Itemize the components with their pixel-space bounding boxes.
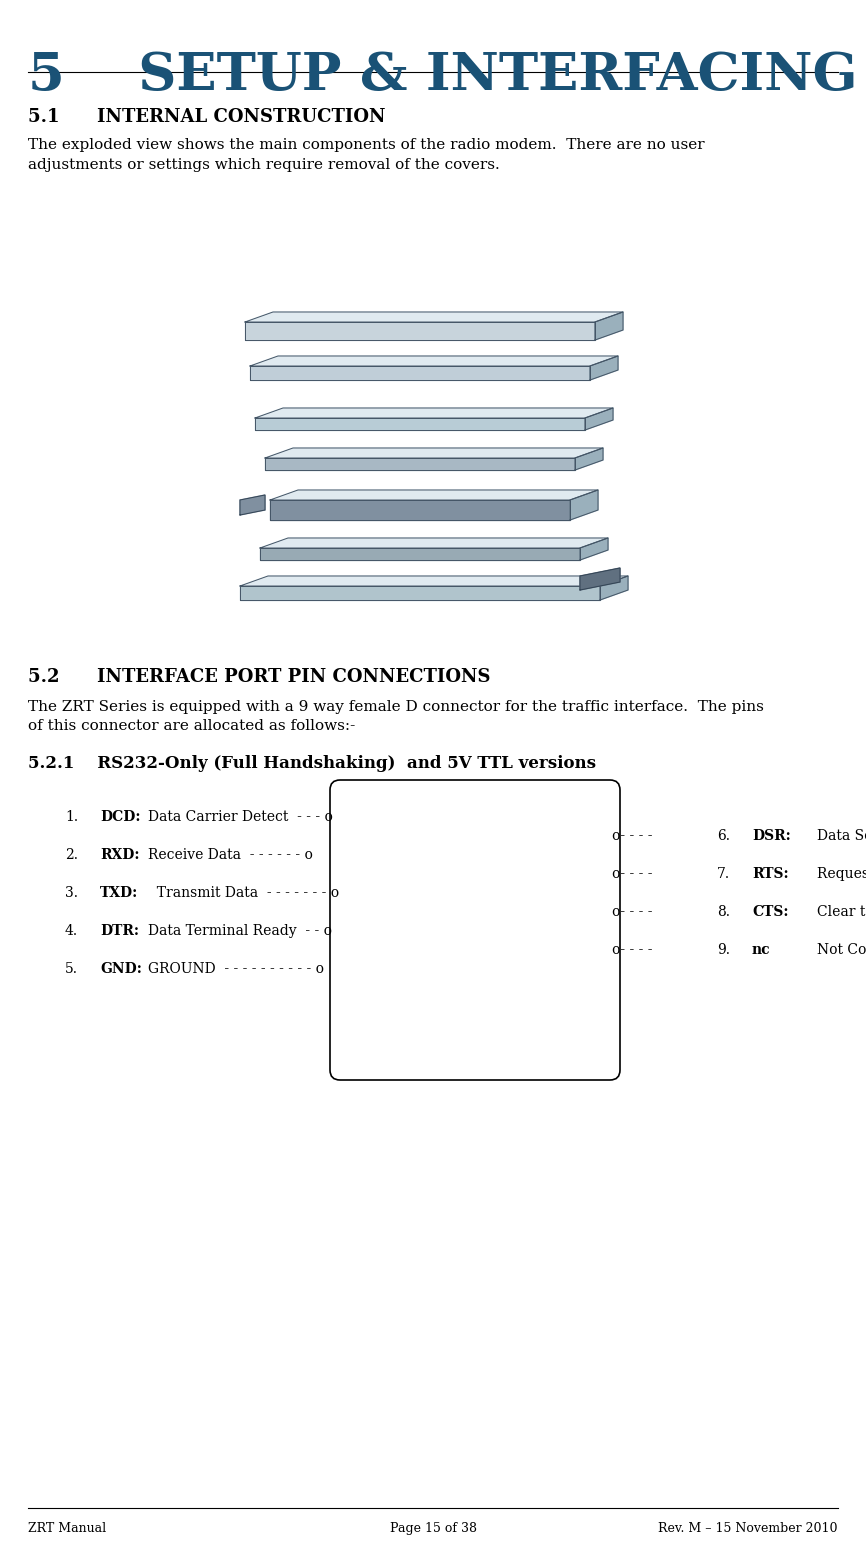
Text: 5.1      INTERNAL CONSTRUCTION: 5.1 INTERNAL CONSTRUCTION	[28, 108, 385, 127]
Polygon shape	[600, 576, 628, 601]
FancyBboxPatch shape	[330, 780, 620, 1079]
Text: RXD:: RXD:	[100, 848, 139, 862]
Polygon shape	[595, 312, 623, 340]
Polygon shape	[580, 537, 608, 560]
Polygon shape	[250, 366, 590, 380]
Text: Receive Data  - - - - - - o: Receive Data - - - - - - o	[148, 848, 313, 862]
Polygon shape	[250, 357, 618, 366]
Text: TXD:: TXD:	[100, 886, 139, 900]
Text: 3.: 3.	[65, 886, 78, 900]
Polygon shape	[245, 323, 595, 340]
Text: 6.: 6.	[717, 829, 730, 843]
Polygon shape	[570, 489, 598, 520]
Text: 5.: 5.	[65, 962, 78, 976]
Polygon shape	[260, 548, 580, 560]
Text: Request to Send: Request to Send	[817, 868, 866, 882]
Polygon shape	[265, 459, 575, 469]
Text: RTS:: RTS:	[752, 868, 789, 882]
Text: 5.2      INTERFACE PORT PIN CONNECTIONS: 5.2 INTERFACE PORT PIN CONNECTIONS	[28, 669, 490, 686]
Polygon shape	[585, 408, 613, 429]
Polygon shape	[575, 448, 603, 469]
Text: ZRT Manual: ZRT Manual	[28, 1522, 107, 1535]
Text: 4.: 4.	[65, 923, 78, 939]
Polygon shape	[260, 537, 608, 548]
Text: o- - - -: o- - - -	[612, 829, 652, 843]
Text: DTR:: DTR:	[100, 923, 139, 939]
Polygon shape	[590, 357, 618, 380]
Text: nc: nc	[752, 943, 771, 957]
Text: Data Carrier Detect  - - - o: Data Carrier Detect - - - o	[148, 811, 333, 824]
Text: The ZRT Series is equipped with a 9 way female D connector for the traffic inter: The ZRT Series is equipped with a 9 way …	[28, 699, 764, 733]
Text: DCD:: DCD:	[100, 811, 140, 824]
Text: 7.: 7.	[717, 868, 730, 882]
Text: 1.: 1.	[65, 811, 78, 824]
Text: DSR:: DSR:	[752, 829, 791, 843]
Text: CTS:: CTS:	[752, 905, 789, 919]
Text: Not Connected: Not Connected	[817, 943, 866, 957]
Polygon shape	[270, 500, 570, 520]
Text: 2.: 2.	[65, 848, 78, 862]
Polygon shape	[240, 587, 600, 601]
Polygon shape	[265, 448, 603, 459]
Polygon shape	[240, 496, 265, 516]
Polygon shape	[240, 576, 628, 587]
Text: Transmit Data  - - - - - - - o: Transmit Data - - - - - - - o	[148, 886, 339, 900]
Polygon shape	[580, 568, 620, 590]
Text: o- - - -: o- - - -	[612, 943, 652, 957]
Text: GROUND  - - - - - - - - - - o: GROUND - - - - - - - - - - o	[148, 962, 324, 976]
Text: Rev. M – 15 November 2010: Rev. M – 15 November 2010	[658, 1522, 838, 1535]
Text: o- - - -: o- - - -	[612, 868, 652, 882]
Polygon shape	[245, 312, 623, 323]
Text: 5    SETUP & INTERFACING: 5 SETUP & INTERFACING	[28, 49, 857, 100]
Text: Clear to Send: Clear to Send	[817, 905, 866, 919]
Text: 9.: 9.	[717, 943, 730, 957]
Text: 5.2.1    RS232-Only (Full Handshaking)  and 5V TTL versions: 5.2.1 RS232-Only (Full Handshaking) and …	[28, 755, 596, 772]
Polygon shape	[255, 418, 585, 429]
Polygon shape	[255, 408, 613, 418]
Text: Page 15 of 38: Page 15 of 38	[390, 1522, 476, 1535]
Polygon shape	[270, 489, 598, 500]
Text: Data Set Ready: Data Set Ready	[817, 829, 866, 843]
Text: Data Terminal Ready  - - o: Data Terminal Ready - - o	[148, 923, 332, 939]
Text: The exploded view shows the main components of the radio modem.  There are no us: The exploded view shows the main compone…	[28, 137, 705, 171]
Text: GND:: GND:	[100, 962, 142, 976]
Text: o- - - -: o- - - -	[612, 905, 652, 919]
Text: 8.: 8.	[717, 905, 730, 919]
